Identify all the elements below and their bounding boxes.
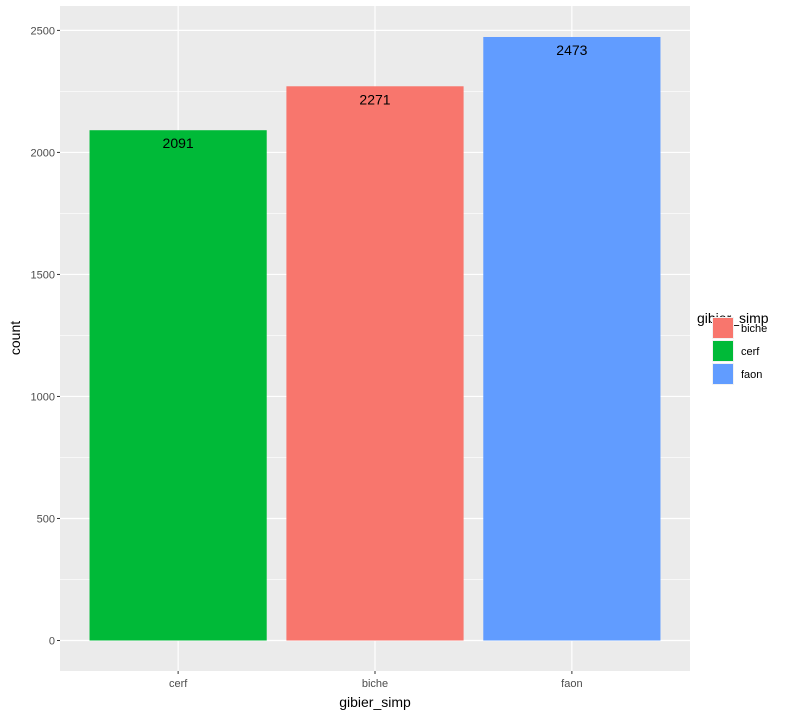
legend-label-cerf: cerf	[741, 346, 760, 358]
legend-entries: biche cerf faon	[712, 317, 767, 385]
y-axis-ticks: 0 500 1000 1500 2000 2500	[31, 25, 60, 647]
x-tick-label-cerf: cerf	[169, 678, 188, 690]
y-tick-label: 2500	[31, 25, 55, 37]
x-axis-title: gibier_simp	[339, 694, 411, 710]
y-axis-title: count	[7, 321, 23, 355]
y-tick-label: 2000	[31, 147, 55, 159]
x-axis-ticks: cerf biche faon	[169, 671, 583, 690]
data-label-biche: 2271	[359, 91, 390, 107]
data-labels: 2091 2271 2473	[163, 42, 588, 151]
data-label-cerf: 2091	[163, 135, 194, 151]
x-tick-label-biche: biche	[362, 678, 388, 690]
y-tick-label: 1500	[31, 269, 55, 281]
legend-swatch-biche	[713, 318, 733, 338]
legend-swatch-cerf	[713, 341, 733, 361]
y-tick-label: 500	[37, 513, 55, 525]
y-tick-label: 0	[49, 635, 55, 647]
bar-cerf	[89, 130, 267, 641]
bar-biche	[286, 86, 464, 641]
bars	[89, 36, 661, 641]
data-label-faon: 2473	[556, 42, 587, 58]
y-tick-label: 1000	[31, 391, 55, 403]
bar-faon	[483, 36, 661, 641]
x-tick-label-faon: faon	[561, 678, 582, 690]
legend-label-biche: biche	[741, 323, 767, 335]
legend-swatch-faon	[713, 364, 733, 384]
legend-label-faon: faon	[741, 369, 762, 381]
